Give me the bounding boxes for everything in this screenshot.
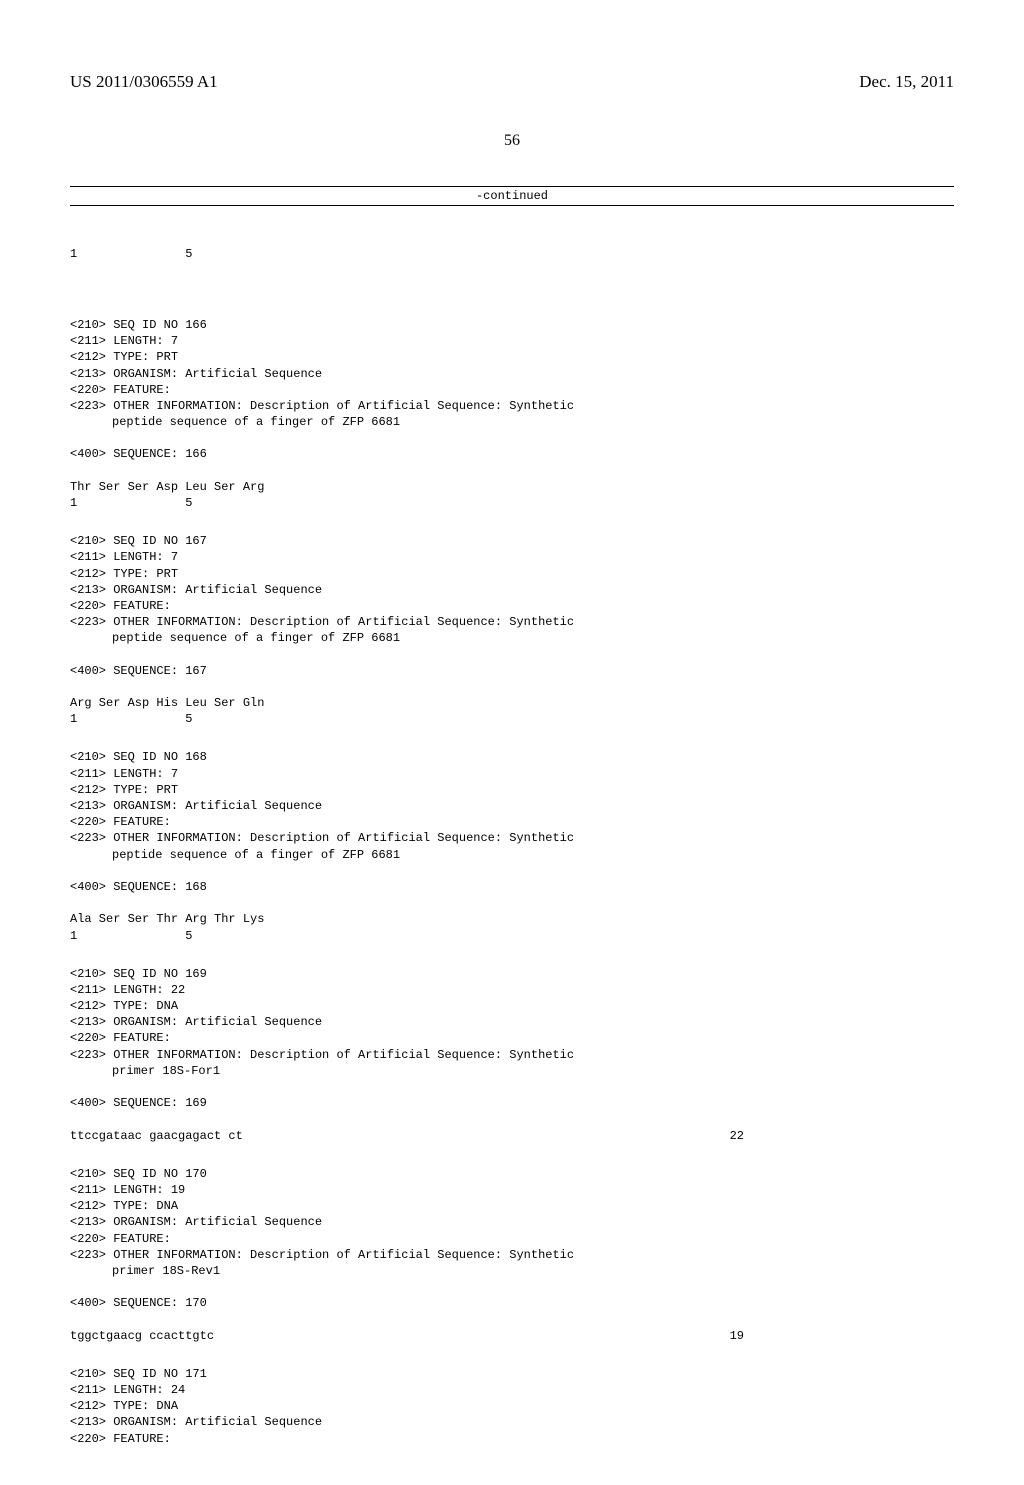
- sequence-block: <210> SEQ ID NO 166<211> LENGTH: 7<212> …: [70, 317, 954, 511]
- sequence-header-line: <210> SEQ ID NO 171: [70, 1366, 954, 1382]
- sequence-header-line: <212> TYPE: PRT: [70, 782, 954, 798]
- sequence-header-line: <212> TYPE: DNA: [70, 998, 954, 1014]
- sequence-header-line: <212> TYPE: PRT: [70, 566, 954, 582]
- sequence-header-line: <223> OTHER INFORMATION: Description of …: [70, 1247, 954, 1263]
- sequence-length-value: 19: [730, 1328, 954, 1344]
- sequence-indent-line: peptide sequence of a finger of ZFP 6681: [70, 847, 954, 863]
- sequence-indent-line: peptide sequence of a finger of ZFP 6681: [70, 414, 954, 430]
- sequence-residues: Arg Ser Asp His Leu Ser Gln: [70, 695, 954, 711]
- continued-label: -continued: [70, 186, 954, 206]
- sequence-header-line: <220> FEATURE:: [70, 598, 954, 614]
- sequence-header-line: <210> SEQ ID NO 169: [70, 966, 954, 982]
- sequence-header-line: <211> LENGTH: 7: [70, 333, 954, 349]
- sequence-header-line: <213> ORGANISM: Artificial Sequence: [70, 1014, 954, 1030]
- page-number: 56: [70, 132, 954, 150]
- sequence-indent-line: primer 18S-For1: [70, 1063, 954, 1079]
- sequence-header-line: <210> SEQ ID NO 167: [70, 533, 954, 549]
- sequence-header-line: <220> FEATURE:: [70, 382, 954, 398]
- sequence-header-line: <211> LENGTH: 19: [70, 1182, 954, 1198]
- sequence-header-line: <213> ORGANISM: Artificial Sequence: [70, 1414, 954, 1430]
- sequence-header-line: <220> FEATURE:: [70, 1231, 954, 1247]
- sequence-header-line: <220> FEATURE:: [70, 1431, 954, 1447]
- sequence-header-line: <213> ORGANISM: Artificial Sequence: [70, 366, 954, 382]
- sequence-positions: 1 5: [70, 495, 954, 511]
- sequence-block: <210> SEQ ID NO 171<211> LENGTH: 24<212>…: [70, 1366, 954, 1447]
- sequence-block: <210> SEQ ID NO 167<211> LENGTH: 7<212> …: [70, 533, 954, 727]
- sequence-block: <210> SEQ ID NO 170<211> LENGTH: 19<212>…: [70, 1166, 954, 1344]
- positions-top: 1 5: [70, 246, 954, 262]
- sequence-indent-line: peptide sequence of a finger of ZFP 6681: [70, 630, 954, 646]
- sequence-residues-row: tggctgaacg ccacttgtc19: [70, 1328, 954, 1344]
- sequence-residues: ttccgataac gaacgagact ct: [70, 1128, 730, 1144]
- sequence-header-line: <211> LENGTH: 7: [70, 549, 954, 565]
- sequence-label: <400> SEQUENCE: 168: [70, 879, 954, 895]
- sequence-residues: tggctgaacg ccacttgtc: [70, 1328, 730, 1344]
- sequence-indent-line: primer 18S-Rev1: [70, 1263, 954, 1279]
- sequence-header-line: <211> LENGTH: 7: [70, 766, 954, 782]
- sequence-header-line: <223> OTHER INFORMATION: Description of …: [70, 614, 954, 630]
- sequence-header-line: <210> SEQ ID NO 166: [70, 317, 954, 333]
- sequence-header-line: <211> LENGTH: 24: [70, 1382, 954, 1398]
- sequence-header-line: <213> ORGANISM: Artificial Sequence: [70, 798, 954, 814]
- sequence-header-line: <212> TYPE: PRT: [70, 349, 954, 365]
- sequence-header-line: <210> SEQ ID NO 170: [70, 1166, 954, 1182]
- patent-number: US 2011/0306559 A1: [70, 72, 218, 92]
- sequence-header-line: <223> OTHER INFORMATION: Description of …: [70, 398, 954, 414]
- sequence-listing: 1 5 <210> SEQ ID NO 166<211> LENGTH: 7<2…: [70, 214, 954, 1485]
- sequence-length-value: 22: [730, 1128, 954, 1144]
- sequence-header-line: <210> SEQ ID NO 168: [70, 749, 954, 765]
- sequence-block: <210> SEQ ID NO 168<211> LENGTH: 7<212> …: [70, 749, 954, 943]
- sequence-label: <400> SEQUENCE: 170: [70, 1295, 954, 1311]
- sequence-residues: Ala Ser Ser Thr Arg Thr Lys: [70, 911, 954, 927]
- sequence-header-line: <211> LENGTH: 22: [70, 982, 954, 998]
- sequence-header-line: <212> TYPE: DNA: [70, 1398, 954, 1414]
- sequence-header-line: <223> OTHER INFORMATION: Description of …: [70, 1047, 954, 1063]
- sequence-residues: Thr Ser Ser Asp Leu Ser Arg: [70, 479, 954, 495]
- sequence-positions: 1 5: [70, 928, 954, 944]
- sequence-header-line: <220> FEATURE:: [70, 1030, 954, 1046]
- sequence-label: <400> SEQUENCE: 167: [70, 663, 954, 679]
- sequence-header-line: <213> ORGANISM: Artificial Sequence: [70, 582, 954, 598]
- publication-date: Dec. 15, 2011: [859, 72, 954, 92]
- sequence-header-line: <223> OTHER INFORMATION: Description of …: [70, 830, 954, 846]
- sequence-header-line: <213> ORGANISM: Artificial Sequence: [70, 1214, 954, 1230]
- sequence-header-line: <212> TYPE: DNA: [70, 1198, 954, 1214]
- sequence-positions: 1 5: [70, 711, 954, 727]
- sequence-block: <210> SEQ ID NO 169<211> LENGTH: 22<212>…: [70, 966, 954, 1144]
- sequence-label: <400> SEQUENCE: 169: [70, 1095, 954, 1111]
- sequence-residues-row: ttccgataac gaacgagact ct22: [70, 1128, 954, 1144]
- sequence-label: <400> SEQUENCE: 166: [70, 446, 954, 462]
- sequence-header-line: <220> FEATURE:: [70, 814, 954, 830]
- page-header: US 2011/0306559 A1 Dec. 15, 2011: [70, 72, 954, 92]
